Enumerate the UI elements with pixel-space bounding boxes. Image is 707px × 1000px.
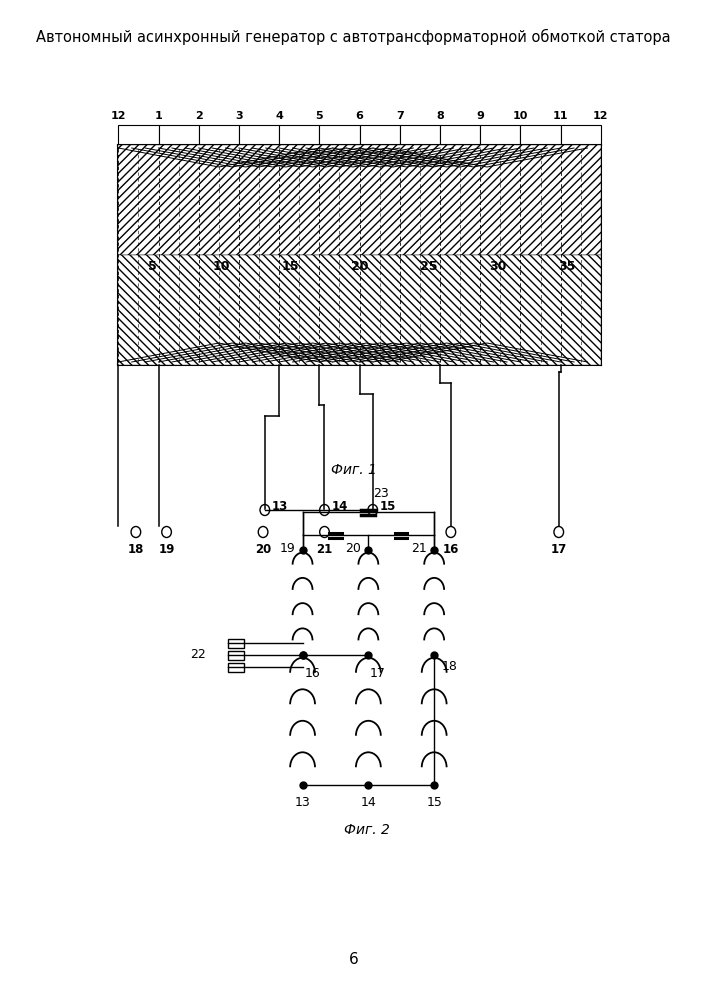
Text: 21: 21 (316, 543, 332, 556)
Text: 1: 1 (155, 111, 163, 121)
Bar (520, 125, 561, 145)
Text: 25: 25 (420, 260, 437, 273)
Text: 17: 17 (370, 667, 386, 680)
Text: 10: 10 (513, 111, 528, 121)
Text: 30: 30 (489, 260, 506, 273)
Text: 20: 20 (346, 542, 361, 554)
Text: 14: 14 (332, 500, 348, 514)
Text: 5: 5 (315, 111, 323, 121)
Bar (228, 650, 244, 660)
Text: 20: 20 (255, 543, 271, 556)
Bar (561, 125, 601, 145)
Text: 16: 16 (304, 667, 320, 680)
Text: Автономный асинхронный генератор с автотрансформаторной обмоткой статора: Автономный асинхронный генератор с автот… (36, 29, 671, 45)
Text: 7: 7 (396, 111, 404, 121)
Bar (360, 125, 399, 145)
Text: Фиг. 2: Фиг. 2 (344, 823, 390, 837)
Bar (118, 145, 601, 255)
Text: 15: 15 (380, 500, 396, 514)
Text: 5: 5 (148, 260, 157, 273)
Bar (118, 255, 601, 365)
Text: 12: 12 (110, 111, 126, 121)
Text: 15: 15 (282, 260, 299, 273)
Text: 13: 13 (272, 500, 288, 514)
Text: 6: 6 (356, 111, 363, 121)
Text: 35: 35 (558, 260, 575, 273)
Text: 20: 20 (351, 260, 368, 273)
Text: 4: 4 (275, 111, 283, 121)
Text: 14: 14 (361, 796, 376, 809)
Text: 19: 19 (158, 543, 175, 556)
Bar (320, 125, 360, 145)
Text: 6: 6 (349, 952, 358, 968)
Bar (440, 125, 480, 145)
Bar (118, 125, 158, 145)
Text: 18: 18 (441, 660, 457, 673)
Text: 3: 3 (235, 111, 243, 121)
Bar (279, 125, 320, 145)
Text: 9: 9 (477, 111, 484, 121)
Text: 18: 18 (128, 543, 144, 556)
Bar (228, 662, 244, 672)
Text: 13: 13 (295, 796, 310, 809)
Text: 2: 2 (195, 111, 203, 121)
Bar (399, 125, 440, 145)
Text: 21: 21 (411, 542, 427, 554)
Text: Фиг. 1: Фиг. 1 (330, 463, 376, 477)
Text: 12: 12 (593, 111, 609, 121)
Text: 10: 10 (213, 260, 230, 273)
Bar (199, 125, 239, 145)
Text: 17: 17 (551, 543, 567, 556)
Text: 8: 8 (436, 111, 444, 121)
Text: 23: 23 (373, 487, 389, 500)
Bar (158, 125, 199, 145)
Text: 11: 11 (553, 111, 568, 121)
Text: 19: 19 (280, 542, 296, 554)
Bar (239, 125, 279, 145)
Bar (480, 125, 520, 145)
Text: 22: 22 (190, 648, 206, 662)
Text: 16: 16 (443, 543, 459, 556)
Text: 15: 15 (426, 796, 442, 809)
Bar (228, 639, 244, 648)
